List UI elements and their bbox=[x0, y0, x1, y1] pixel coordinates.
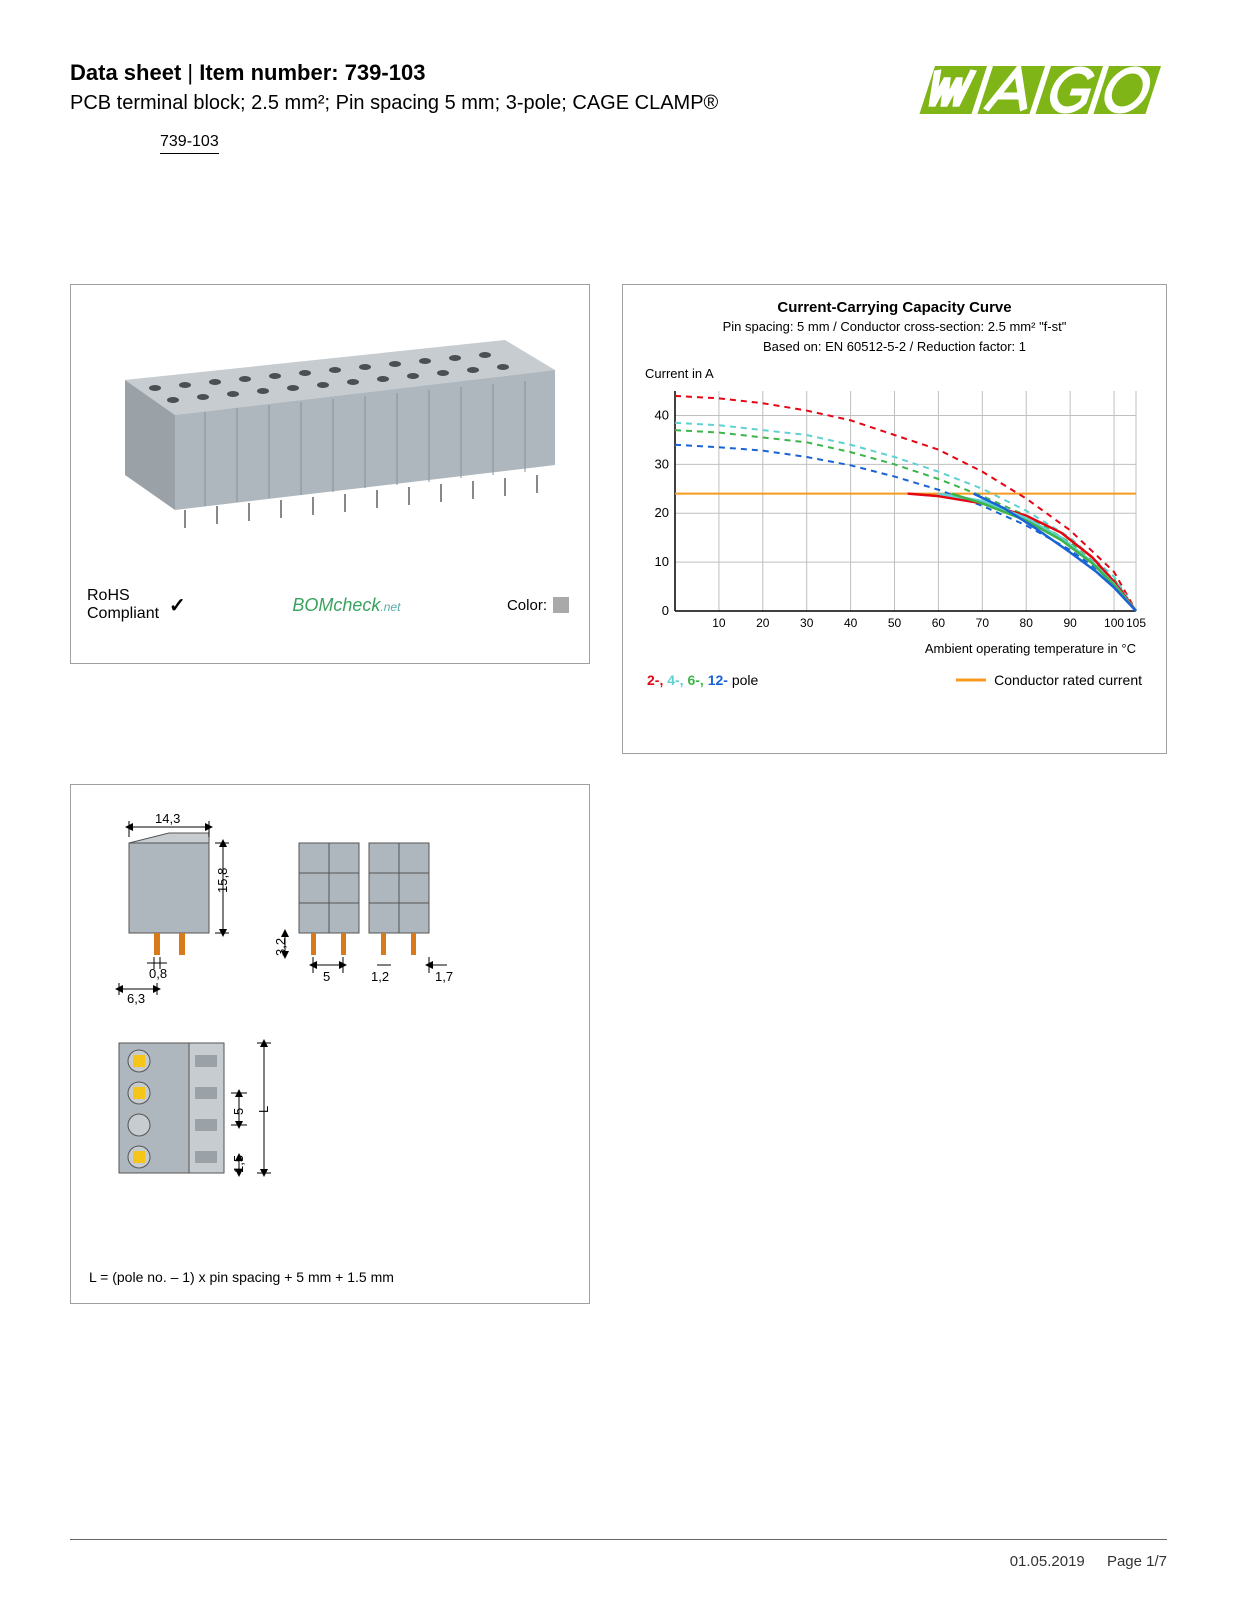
legend-poles: 2-, 4-, 6-, 12- pole bbox=[647, 672, 758, 688]
color-swatch bbox=[553, 597, 569, 613]
dim-formula: L = (pole no. – 1) x pin spacing + 5 mm … bbox=[89, 1269, 394, 1285]
svg-text:40: 40 bbox=[655, 408, 669, 423]
svg-text:10: 10 bbox=[655, 554, 669, 569]
title-sep: | bbox=[181, 60, 199, 85]
wago-logo bbox=[907, 60, 1167, 120]
rohs-line2: Compliant bbox=[87, 605, 159, 623]
footer-date: 01.05.2019 bbox=[1010, 1553, 1085, 1570]
svg-text:30: 30 bbox=[800, 616, 814, 630]
chart-panel: Current-Carrying Capacity Curve Pin spac… bbox=[622, 284, 1167, 754]
color-label: Color: bbox=[507, 597, 547, 614]
svg-text:105: 105 bbox=[1126, 616, 1146, 630]
legend-rated-label: Conductor rated current bbox=[994, 672, 1142, 688]
dim-length: L bbox=[256, 1106, 271, 1113]
color-indicator: Color: bbox=[507, 597, 569, 614]
svg-text:40: 40 bbox=[844, 616, 858, 630]
rohs-badge: RoHS Compliant ✓ bbox=[87, 587, 186, 622]
legend-6: 6-, bbox=[684, 672, 704, 688]
svg-text:100: 100 bbox=[1104, 616, 1124, 630]
svg-text:20: 20 bbox=[756, 616, 770, 630]
footer-page: Page 1/7 bbox=[1107, 1553, 1167, 1570]
chart-sub1: Pin spacing: 5 mm / Conductor cross-sect… bbox=[641, 318, 1148, 336]
svg-text:10: 10 bbox=[712, 616, 726, 630]
check-icon: ✓ bbox=[169, 593, 186, 618]
chart-plot: 0 10 20 30 40 10 20 30 40 50 60 70 80 90 100105 bbox=[641, 385, 1146, 635]
title-prefix: Data sheet bbox=[70, 60, 181, 85]
title-item: Item number: 739-103 bbox=[199, 60, 425, 85]
legend-4: 4-, bbox=[663, 672, 683, 688]
page-title: Data sheet | Item number: 739-103 bbox=[70, 60, 907, 86]
dim-pinw: 0,8 bbox=[149, 966, 167, 981]
legend-12: 12- bbox=[704, 672, 728, 688]
svg-text:30: 30 bbox=[655, 457, 669, 472]
header-block: Data sheet | Item number: 739-103 PCB te… bbox=[70, 60, 907, 154]
dim-pinh: 3,2 bbox=[273, 938, 288, 956]
dim-offset: 6,3 bbox=[127, 991, 145, 1006]
footer-rule bbox=[70, 1539, 1167, 1540]
dim-pitch: 5 bbox=[323, 969, 330, 984]
product-image-panel: RoHS Compliant ✓ BOMcheck.net Color: bbox=[70, 284, 590, 664]
dim-edge: 1,5 bbox=[231, 1155, 246, 1173]
item-number-link[interactable]: 739-103 bbox=[160, 133, 219, 154]
chart-x-label: Ambient operating temperature in °C bbox=[641, 641, 1148, 656]
legend-rated: Conductor rated current bbox=[956, 672, 1142, 688]
dim-width: 14,3 bbox=[155, 811, 180, 826]
dim-pinthick: 1,2 bbox=[371, 969, 389, 984]
product-image bbox=[71, 285, 589, 575]
bomcheck-suffix: .net bbox=[380, 600, 400, 614]
dimensions-drawing: 14,3 15,8 0,8 6,3 bbox=[89, 803, 569, 1233]
svg-text:70: 70 bbox=[976, 616, 990, 630]
svg-text:0: 0 bbox=[662, 603, 669, 618]
dimensions-panel: 14,3 15,8 0,8 6,3 bbox=[70, 784, 590, 1304]
footer: 01.05.2019 Page 1/7 bbox=[992, 1553, 1167, 1570]
svg-text:20: 20 bbox=[655, 506, 669, 521]
dim-rowpitch: 5 bbox=[231, 1108, 246, 1115]
chart-y-label: Current in A bbox=[645, 366, 1148, 381]
svg-text:80: 80 bbox=[1020, 616, 1034, 630]
legend-pole-suffix: pole bbox=[728, 672, 758, 688]
svg-text:90: 90 bbox=[1063, 616, 1077, 630]
svg-text:50: 50 bbox=[888, 616, 902, 630]
chart-sub2: Based on: EN 60512-5-2 / Reduction facto… bbox=[641, 338, 1148, 356]
dim-height: 15,8 bbox=[215, 868, 230, 893]
bomcheck-text: BOMcheck bbox=[292, 595, 380, 615]
rohs-line1: RoHS bbox=[87, 587, 159, 605]
bomcheck-badge: BOMcheck.net bbox=[292, 595, 400, 616]
subtitle: PCB terminal block; 2.5 mm²; Pin spacing… bbox=[70, 92, 907, 115]
legend-2: 2-, bbox=[647, 672, 663, 688]
dim-end: 1,7 bbox=[435, 969, 453, 984]
svg-text:60: 60 bbox=[932, 616, 946, 630]
chart-title: Current-Carrying Capacity Curve bbox=[641, 299, 1148, 316]
